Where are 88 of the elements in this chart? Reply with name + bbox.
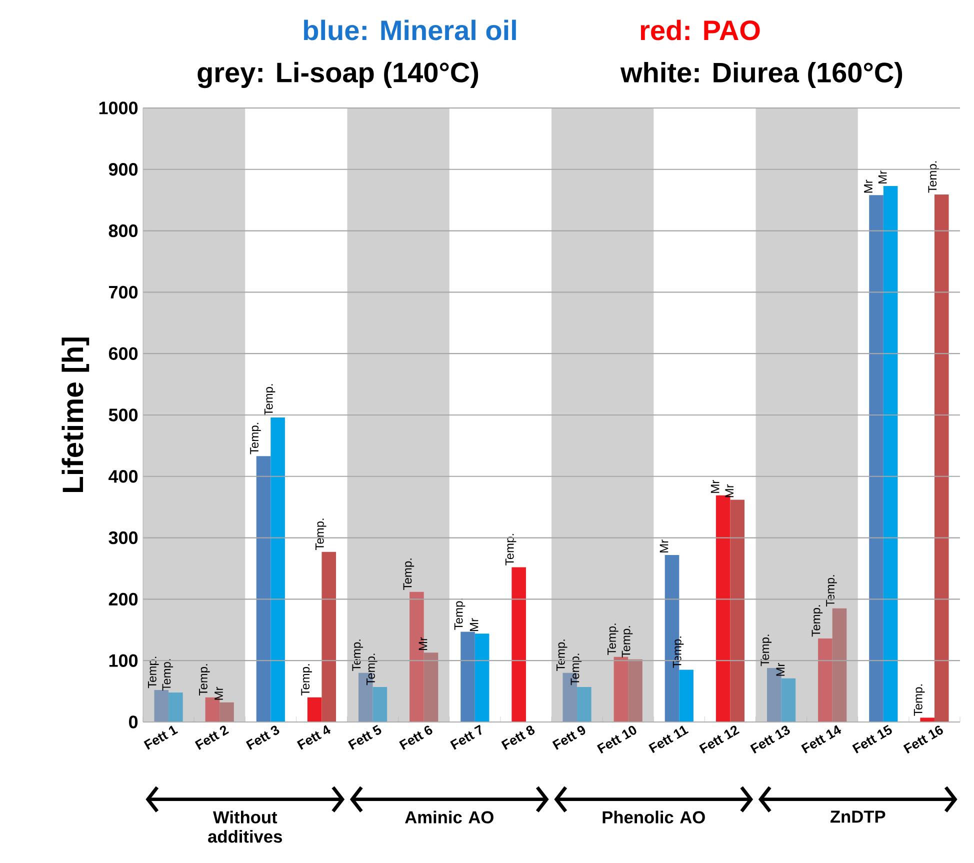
- data-label: Temp.: [760, 634, 772, 666]
- text: Aminic AO: [405, 810, 494, 824]
- x-tick-label: Fett 14: [801, 725, 842, 754]
- bar: [220, 702, 234, 722]
- y-tick-label: 200: [108, 592, 138, 606]
- x-tick-label: Fett 5: [348, 724, 382, 750]
- bar: [168, 692, 183, 722]
- data-label: Temp.: [315, 518, 326, 550]
- y-tick-label: 400: [108, 470, 138, 483]
- text: Without additives: [208, 810, 282, 843]
- data-label: Mr: [725, 484, 734, 498]
- y-tick-label: 800: [108, 224, 138, 238]
- data-label: Temp.: [505, 534, 516, 566]
- bar: [460, 632, 475, 722]
- data-label: Temp.: [622, 626, 633, 658]
- data-label: Mr: [878, 170, 887, 184]
- x-tick-label: Fett 8: [501, 726, 535, 750]
- bar: [614, 656, 628, 722]
- bar: [920, 718, 934, 722]
- x-tick-label: Fett 7: [450, 724, 482, 750]
- x-tick-label: Fett 13: [750, 726, 790, 754]
- data-label: Temp.: [162, 659, 174, 691]
- y-tick-label: 1000: [99, 102, 138, 114]
- bar: [307, 697, 322, 722]
- bar: [883, 186, 898, 722]
- data-label: Temp.: [264, 384, 276, 416]
- text: Phenolic AO: [602, 810, 705, 824]
- y-tick-label: 100: [109, 654, 138, 667]
- bar: [934, 194, 949, 722]
- bar: [256, 456, 271, 722]
- data-label: Temp.: [352, 640, 364, 671]
- data-label: Mr: [214, 686, 223, 700]
- bar: [781, 678, 796, 722]
- bar: [628, 659, 642, 722]
- y-tick-label: 600: [108, 347, 138, 360]
- data-label: Temp.: [366, 654, 378, 686]
- bar: [577, 686, 592, 722]
- x-tick-label: Fett 4: [296, 725, 331, 750]
- data-label: Temp.: [812, 605, 823, 637]
- x-tick-label: Fett 12: [699, 726, 740, 754]
- x-tick-label: Fett 2: [194, 726, 229, 750]
- bar: [730, 500, 745, 722]
- data-label: Temp.: [570, 654, 582, 686]
- y-axis-title: Lifetime [h]: [62, 338, 90, 492]
- text: ZnDTP: [830, 810, 886, 823]
- data-label: Temp.: [454, 598, 466, 630]
- data-label: Mr: [418, 637, 428, 650]
- bar: [512, 567, 526, 722]
- bar: [869, 195, 884, 722]
- text: red: PAO: [640, 20, 760, 40]
- text: white: Diurea (160°C): [620, 62, 902, 88]
- data-label: Mr: [660, 540, 668, 552]
- x-tick-label: Fett 6: [399, 726, 432, 750]
- bar: [424, 652, 438, 722]
- data-label: Temp.: [403, 558, 414, 590]
- y-tick-label: 700: [109, 286, 138, 299]
- data-label: Mr: [864, 180, 872, 193]
- y-tick-label: 900: [108, 163, 138, 176]
- bar: [474, 634, 490, 722]
- bar: [679, 670, 694, 722]
- y-tick-label: 0: [128, 716, 138, 728]
- x-tick-label: Fett 3: [246, 726, 280, 750]
- text: grey: Li-soap (140°C): [198, 62, 478, 88]
- x-tick-label: Fett 15: [852, 724, 892, 754]
- data-label: Temp.: [826, 575, 837, 607]
- data-label: Mr: [470, 618, 478, 631]
- x-tick-label: Fett 10: [596, 726, 636, 754]
- x-tick-label: Fett 16: [903, 726, 943, 754]
- x-tick-label: Fett 11: [648, 726, 689, 754]
- bar: [154, 690, 169, 722]
- data-label: Temp.: [199, 664, 210, 696]
- x-tick-label: Fett 1: [144, 726, 178, 750]
- data-label: Temp.: [556, 640, 568, 671]
- data-label: Temp.: [608, 624, 618, 656]
- text: blue: Mineral oil: [304, 20, 516, 40]
- bar: [322, 552, 336, 722]
- bar: [832, 608, 847, 722]
- data-label: Mr: [710, 480, 720, 493]
- y-tick-label: 500: [108, 408, 138, 422]
- x-tick-label: Fett 9: [552, 726, 586, 750]
- data-label: Mr: [776, 662, 785, 676]
- bar: [818, 638, 832, 722]
- data-label: Temp.: [301, 664, 312, 696]
- bar: [270, 417, 285, 722]
- data-label: Temp.: [914, 684, 925, 716]
- bar: [372, 686, 388, 722]
- y-tick-label: 300: [108, 531, 138, 544]
- data-label: Temp.: [250, 422, 261, 454]
